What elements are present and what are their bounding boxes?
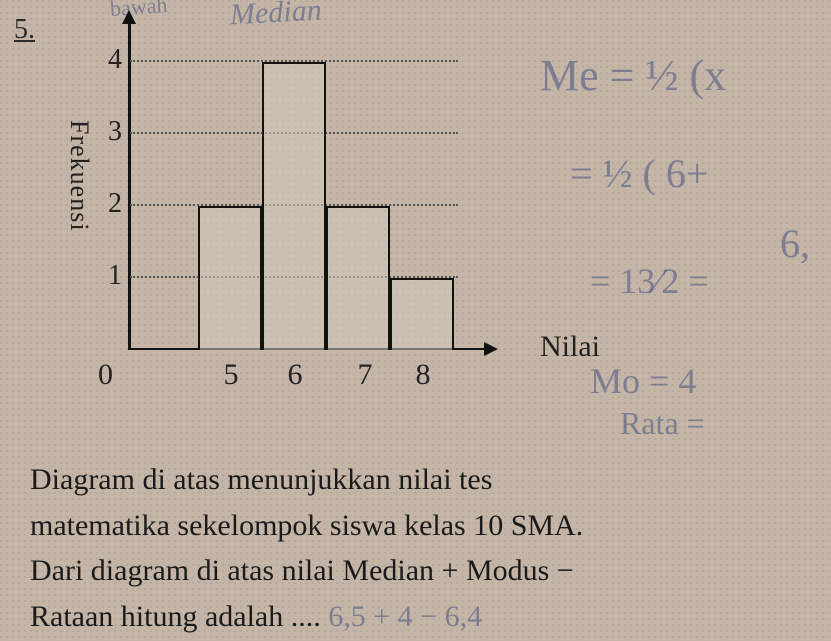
hand-eq: = ½ ( 6+ — [570, 150, 708, 197]
question-line: Rataan hitung adalah .... 6,5 + 4 − 6,4 — [30, 595, 811, 639]
hand-rata: Rata = — [620, 405, 705, 442]
plot-area: 1 2 3 4 0 5 6 7 8 — [128, 20, 468, 350]
xtick-label: 6 — [280, 358, 310, 392]
ytick-label: 1 — [98, 260, 122, 292]
hand-me: Me = ½ (x — [540, 50, 726, 101]
y-axis-label: Frekuensi — [64, 120, 94, 232]
question-line: Dari diagram di atas nilai Median + Modu… — [30, 549, 811, 593]
origin-label: 0 — [98, 358, 113, 392]
hand-mo: Mo = 4 — [590, 360, 696, 402]
ytick-label: 4 — [98, 44, 122, 76]
hand-frac: = 13⁄2 = — [590, 260, 709, 302]
bar-6 — [262, 62, 326, 350]
y-arrow-icon — [122, 10, 136, 24]
ytick-label: 2 — [98, 188, 122, 220]
xtick-label: 5 — [216, 358, 246, 392]
question-line: matematika sekelompok siswa kelas 10 SMA… — [30, 504, 811, 548]
bar-7 — [326, 206, 390, 350]
x-arrow-icon — [484, 342, 498, 356]
question-text: Diagram di atas menunjukkan nilai tes ma… — [30, 458, 811, 640]
x-axis-label: Nilai — [540, 330, 600, 364]
bar-8 — [390, 278, 454, 350]
y-axis — [128, 20, 131, 350]
question-number: 5. — [14, 14, 35, 46]
xtick-label: 7 — [350, 358, 380, 392]
hand-answer: 6,5 + 4 − 6,4 — [328, 600, 482, 633]
histogram-chart: Frekuensi 1 2 3 4 0 5 6 7 — [70, 10, 500, 400]
bar-5 — [198, 206, 262, 350]
ytick-label: 3 — [98, 116, 122, 148]
question-line: Diagram di atas menunjukkan nilai tes — [30, 458, 811, 502]
xtick-label: 8 — [408, 358, 438, 392]
hand-num: 6, — [780, 220, 810, 267]
